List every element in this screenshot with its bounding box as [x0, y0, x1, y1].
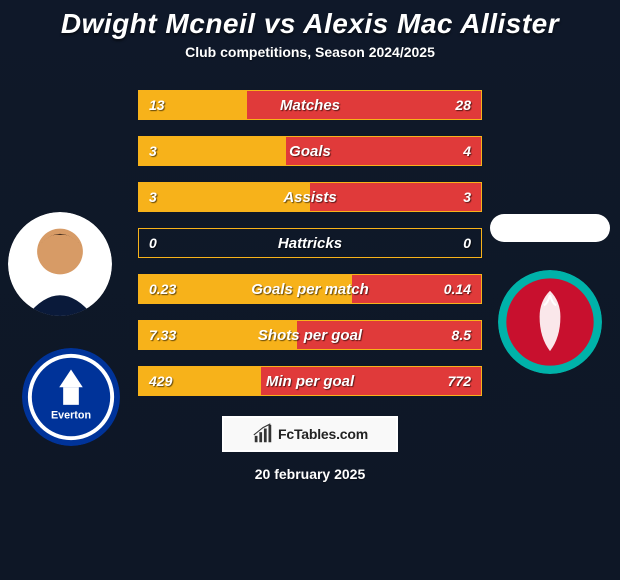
- stat-row: 1328Matches: [138, 90, 482, 120]
- stat-row: 429772Min per goal: [138, 366, 482, 396]
- stat-label: Shots per goal: [139, 321, 481, 349]
- footer-logo-text: FcTables.com: [278, 426, 368, 442]
- stat-label: Matches: [139, 91, 481, 119]
- stat-row: 33Assists: [138, 182, 482, 212]
- club2-badge-svg: [498, 270, 602, 374]
- stat-label: Min per goal: [139, 367, 481, 395]
- stat-row: 0.230.14Goals per match: [138, 274, 482, 304]
- page-title: Dwight Mcneil vs Alexis Mac Allister: [0, 0, 620, 44]
- player1-avatar-svg: [8, 212, 112, 316]
- club1-badge-svg: Everton: [22, 348, 120, 446]
- stat-label: Goals: [139, 137, 481, 165]
- stat-label: Assists: [139, 183, 481, 211]
- svg-text:Everton: Everton: [51, 410, 91, 422]
- comparison-content: Everton 1328Matches34Goals33Assists00Hat…: [0, 90, 620, 396]
- stat-row: 7.338.5Shots per goal: [138, 320, 482, 350]
- footer-logo-box: FcTables.com: [222, 416, 398, 452]
- club2-badge: [498, 270, 602, 374]
- player2-avatar-placeholder: [490, 214, 610, 242]
- player1-avatar: [8, 212, 112, 316]
- stats-table: 1328Matches 34Goals 33Assists 00Hattricks 0.…: [138, 90, 482, 396]
- chart-icon: [252, 423, 274, 445]
- stat-row: 00Hattricks: [138, 228, 482, 258]
- stat-label: Goals per match: [139, 275, 481, 303]
- date-text: 20 february 2025: [0, 466, 620, 482]
- club1-badge: Everton: [22, 348, 120, 446]
- stat-row: 34Goals: [138, 136, 482, 166]
- page-subtitle: Club competitions, Season 2024/2025: [0, 44, 620, 60]
- stat-label: Hattricks: [139, 229, 481, 257]
